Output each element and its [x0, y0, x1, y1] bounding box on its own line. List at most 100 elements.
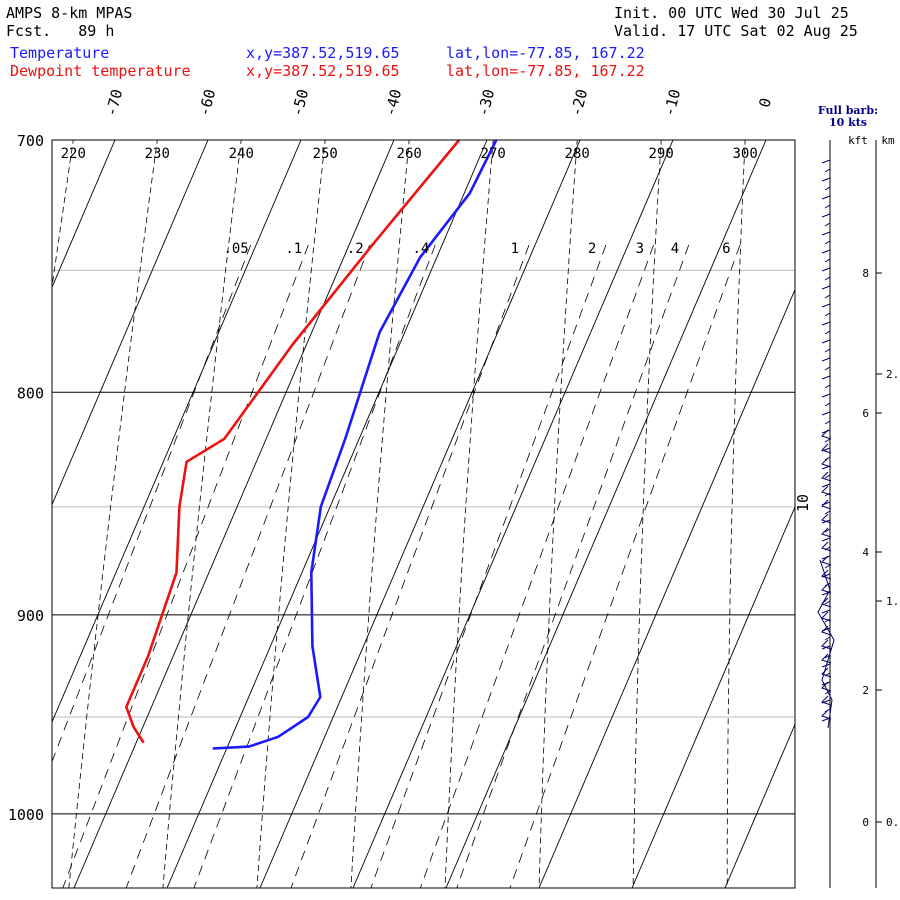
- wind-barb: [821, 411, 831, 416]
- temperature-tick-label: -30: [474, 87, 498, 118]
- wind-barb: [821, 159, 831, 164]
- temperature-profile: [212, 140, 498, 750]
- wind-barb-flag: [821, 653, 832, 664]
- mixing-ratio-label: 4: [671, 241, 679, 257]
- mixing-ratio-line: [62, 244, 309, 888]
- wind-barb: [821, 393, 831, 398]
- wind-barb: [824, 618, 831, 623]
- init-time: Init. 00 UTC Wed 30 Jul 25: [614, 4, 849, 22]
- mixing-ratio-label: 1: [511, 241, 519, 257]
- wind-barb: [821, 609, 831, 614]
- temperature-legend: Temperature: [10, 44, 110, 62]
- wind-barb-flag: [821, 681, 832, 692]
- mixing-ratio-label: .2: [347, 241, 364, 257]
- dry-adiabat: [350, 140, 410, 888]
- wind-barb: [824, 258, 831, 263]
- wind-barb-flag: [821, 485, 832, 496]
- wind-barb: [824, 384, 831, 389]
- dewpoint-profile: [125, 140, 461, 744]
- wind-barb-flag: [821, 527, 832, 538]
- pressure-label: 800: [17, 384, 44, 402]
- dry-adiabat: [256, 140, 326, 888]
- dry-adiabat-label: 260: [397, 146, 422, 162]
- wind-barb: [824, 366, 831, 371]
- pressure-label: 900: [17, 607, 44, 625]
- wind-barb-flag: [821, 695, 832, 706]
- dry-adiabat-label: 300: [732, 146, 757, 162]
- wind-barb-trace: [817, 559, 835, 729]
- wind-barb-flag: [821, 555, 832, 566]
- mixing-ratio-line: [52, 244, 252, 763]
- wind-barb-title: Full barb:: [818, 104, 878, 117]
- wind-barb: [824, 600, 831, 605]
- wind-barb: [824, 402, 831, 407]
- valid-time: Valid. 17 UTC Sat 02 Aug 25: [614, 22, 858, 40]
- wind-barb: [824, 276, 831, 281]
- isotherm: [73, 140, 395, 888]
- isotherm: [538, 288, 795, 888]
- kft-tick-label: 2: [862, 684, 869, 697]
- dry-adiabat-label: 230: [145, 146, 170, 162]
- km-axis-label: km: [881, 134, 895, 147]
- dry-adiabat: [162, 140, 242, 888]
- isotherm: [0, 140, 22, 888]
- wind-barb-flag: [821, 457, 832, 468]
- wind-barb: [824, 330, 831, 335]
- dry-adiabat: [538, 140, 578, 888]
- isotherm: [52, 140, 302, 724]
- mixing-ratio-label: 6: [722, 241, 730, 257]
- mixing-ratio-label: .05: [223, 241, 248, 257]
- temperature-tick-label: -60: [195, 87, 219, 118]
- wind-barb: [821, 375, 831, 380]
- wind-barb-flag: [821, 471, 832, 482]
- mixing-ratio-label: 3: [636, 241, 644, 257]
- wind-barb-flag: [821, 429, 832, 440]
- kft-tick-label: 8: [862, 267, 869, 280]
- isotherm: [52, 140, 116, 289]
- temperature-tick-label: -70: [102, 87, 126, 118]
- wind-barb: [821, 213, 831, 218]
- mixing-ratio-line: [509, 244, 741, 888]
- wind-barb-flag: [821, 499, 832, 510]
- km-tick-label: 1.: [886, 595, 899, 608]
- dry-adiabat-label: 270: [481, 146, 506, 162]
- plot-area: [0, 140, 795, 888]
- mixing-ratio-line: [193, 244, 436, 888]
- dewpoint-legend: Dewpoint temperature: [10, 62, 191, 80]
- wind-barb: [821, 321, 831, 326]
- mixing-ratio-label: .4: [412, 241, 429, 257]
- temperature-tick-label: -10: [660, 87, 684, 118]
- wind-barb-units: 10 kts: [829, 116, 867, 129]
- wind-barb: [824, 528, 831, 533]
- isotherm: [631, 505, 795, 888]
- isotherm: [52, 140, 209, 506]
- kft-tick-label: 6: [862, 407, 869, 420]
- wind-barb: [824, 636, 831, 641]
- wind-barb: [821, 195, 831, 200]
- wind-barb: [824, 510, 831, 515]
- wind-barb: [821, 537, 831, 542]
- wind-barb: [821, 231, 831, 236]
- dewpoint-latlon: lat,lon=-77.85, 167.22: [446, 62, 645, 80]
- temperature-tick-label: -40: [381, 87, 405, 118]
- km-tick-label: 2.: [886, 368, 899, 381]
- wind-barb-flag: [821, 583, 832, 594]
- dry-adiabat-label: 250: [313, 146, 338, 162]
- wind-barb: [821, 357, 831, 362]
- wind-barb-flag: [821, 513, 832, 524]
- pressure-label: 1000: [8, 806, 44, 824]
- wind-barb: [821, 339, 831, 344]
- wind-barb-flag: [821, 625, 832, 636]
- wind-barb: [821, 249, 831, 254]
- wind-barb: [824, 420, 831, 425]
- wind-barb: [824, 348, 831, 353]
- dry-adiabat-label: 280: [565, 146, 590, 162]
- wind-barb-flag: [821, 667, 832, 678]
- wind-barb: [821, 303, 831, 308]
- isotherm: [166, 140, 488, 888]
- wind-barb: [824, 474, 831, 479]
- mixing-ratio-line: [456, 244, 690, 888]
- isotherm: [445, 140, 767, 888]
- dry-adiabat-label: 220: [61, 146, 86, 162]
